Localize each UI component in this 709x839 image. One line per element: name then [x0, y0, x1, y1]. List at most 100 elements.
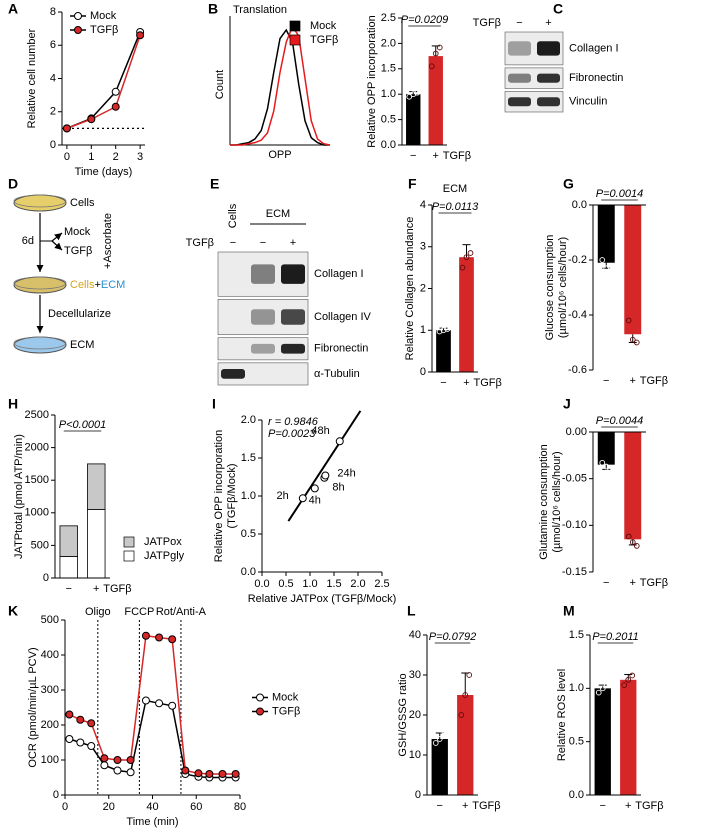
y-axis-label: (µmol/10⁶ cells/hour) — [551, 451, 563, 552]
blot-band — [537, 73, 560, 83]
x-tick-label: 1.0 — [302, 578, 317, 590]
y-tick-label: -0.15 — [562, 566, 587, 578]
y-tick-label: 4 — [420, 199, 426, 211]
data-point — [181, 766, 190, 775]
group-label: TGFβ — [103, 583, 131, 595]
blot-band — [281, 264, 305, 284]
data-point — [625, 317, 632, 324]
y-tick-label: 0.5 — [241, 528, 256, 540]
dish-label: Cells+ECM — [70, 279, 125, 291]
data-point — [194, 769, 203, 778]
y-tick-label: 20 — [409, 709, 421, 721]
y-tick-label: 1.0 — [241, 490, 256, 502]
row-label: Collagen I — [314, 268, 364, 280]
lane-label: − — [260, 237, 266, 249]
data-point — [599, 685, 606, 692]
data-point — [155, 633, 164, 642]
data-point — [625, 533, 632, 540]
y-axis-label: Relative Collagen abundance — [404, 217, 416, 361]
y-tick-label: -0.2 — [568, 254, 587, 266]
fit-line — [287, 410, 362, 522]
data-point — [76, 738, 85, 747]
y-tick-label: 1.5 — [381, 63, 396, 75]
y-axis-label: GSH/GSSG ratio — [397, 673, 409, 756]
data-point — [428, 63, 435, 70]
p-value: P=0.2011 — [592, 631, 639, 643]
bar — [624, 432, 642, 540]
legend-swatch — [123, 550, 135, 562]
panel-letter: K — [8, 603, 18, 619]
data-point — [141, 631, 150, 640]
dish-rim — [13, 336, 67, 350]
data-point — [629, 539, 636, 545]
panel-letter: F — [408, 176, 417, 192]
y-tick-label: 8 — [50, 6, 56, 18]
data-point — [599, 459, 606, 466]
row-label: Collagen IV — [314, 311, 372, 323]
series-line — [66, 35, 141, 130]
dish-rim — [13, 194, 67, 208]
bar-segment — [87, 463, 106, 510]
panel-letter: E — [210, 176, 219, 192]
y-tick-label: 1.0 — [569, 682, 584, 694]
bar — [620, 679, 637, 795]
legend-label: TGFβ — [310, 34, 338, 46]
bar-segment — [87, 509, 106, 579]
data-point — [126, 756, 135, 764]
y-tick-label: 0.0 — [569, 789, 584, 801]
bar — [624, 205, 642, 335]
data-point — [65, 735, 74, 743]
bar — [436, 330, 451, 372]
data-point — [62, 124, 71, 133]
y-axis-label: OCR (pmol/min/µL PCV) — [27, 647, 39, 767]
x-axis-label: Time (days) — [75, 166, 133, 178]
dish-rim — [13, 276, 67, 290]
group-label: TGFβ — [640, 375, 668, 387]
data-point — [100, 761, 109, 770]
y-axis-label: Relative OPP incorporation — [213, 430, 225, 562]
data-point — [595, 689, 602, 696]
blot-panel — [217, 337, 309, 361]
y-tick-label: 500 — [41, 614, 59, 626]
p-value: P=0.0044 — [596, 415, 643, 427]
supplement: +Ascorbate — [102, 213, 114, 269]
y-axis-label: (TGFβ/Mock) — [226, 464, 238, 529]
data-point — [603, 265, 610, 272]
annotation: P=0.0023 — [268, 428, 316, 440]
data-point — [298, 494, 307, 503]
y-tick-label: 2.5 — [381, 12, 396, 24]
legend-swatch — [123, 536, 135, 548]
arrow — [51, 232, 63, 242]
y-tick-label: 4 — [50, 72, 56, 84]
legend-marker — [74, 12, 82, 20]
lane-group-label: ECM — [266, 208, 290, 220]
data-point — [603, 682, 610, 688]
step: Decellularize — [48, 308, 111, 320]
data-point — [603, 463, 610, 470]
y-axis-label: Glucose consumption — [544, 235, 556, 341]
panel-letter: G — [563, 176, 574, 192]
y-tick-label: 100 — [41, 754, 59, 766]
x-axis-label: Time (min) — [126, 816, 178, 828]
y-tick-label: 2.0 — [381, 37, 396, 49]
legend-label: Mock — [272, 691, 299, 703]
p-value: P=0.0113 — [432, 201, 479, 213]
blot-band — [251, 264, 275, 284]
x-tick-label: + — [93, 583, 99, 595]
lane-label: − — [516, 17, 522, 29]
x-tick-label: 3 — [137, 151, 143, 163]
group-label: TGFβ — [640, 577, 668, 589]
y-tick-label: 6 — [50, 39, 56, 51]
data-point — [136, 31, 145, 40]
data-point — [432, 50, 439, 57]
y-tick-label: -0.05 — [562, 473, 587, 485]
series-line — [69, 699, 236, 779]
x-tick-label: 40 — [146, 801, 158, 813]
y-tick-label: 0 — [50, 139, 56, 151]
x-axis-label: Relative JATPox (TGFβ/Mock) — [248, 593, 397, 605]
y-tick-label: 2000 — [25, 442, 49, 454]
lane-label: + — [545, 17, 551, 29]
data-point — [113, 756, 122, 764]
lane-label: + — [290, 237, 296, 249]
